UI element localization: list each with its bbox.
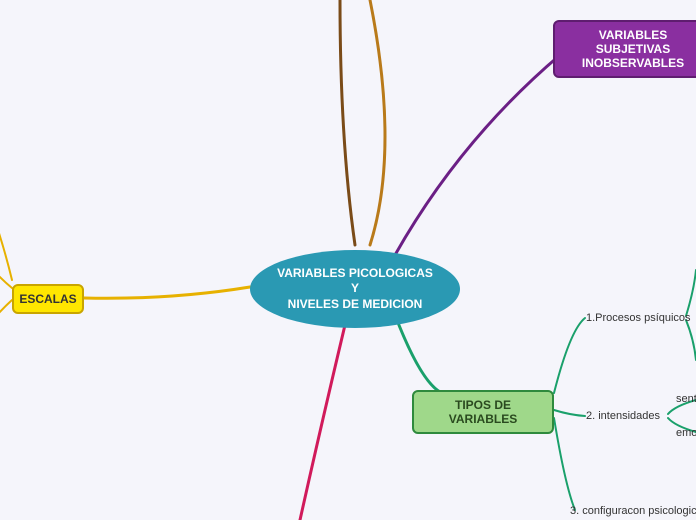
- center-node[interactable]: VARIABLES PICOLOGICAS Y NIVELES DE MEDIC…: [250, 250, 460, 328]
- mindmap-canvas: VARIABLES PICOLOGICAS Y NIVELES DE MEDIC…: [0, 0, 696, 520]
- label-sent[interactable]: sent: [676, 393, 696, 405]
- label-configuracion-psicologica[interactable]: 3. configuracon psicologic: [570, 505, 696, 517]
- label-intensidades[interactable]: 2. intensidades: [586, 410, 660, 422]
- label-procesos-psiquicos[interactable]: 1.Procesos psíquicos: [586, 312, 691, 324]
- node-variables-subjetivas[interactable]: VARIABLES SUBJETIVAS INOBSERVABLES: [553, 20, 696, 78]
- node-escalas[interactable]: ESCALAS: [12, 284, 84, 314]
- label-emo[interactable]: emo: [676, 427, 696, 439]
- node-tipos-de-variables[interactable]: TIPOS DE VARIABLES: [412, 390, 554, 434]
